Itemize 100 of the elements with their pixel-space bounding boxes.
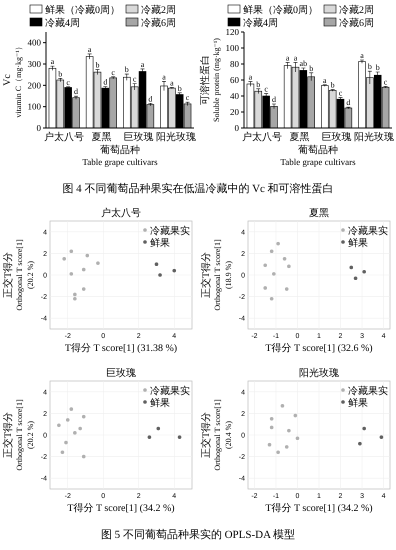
data-label: b bbox=[95, 60, 100, 70]
data-label: b bbox=[368, 62, 372, 72]
chart-title: 巨玫瑰 bbox=[106, 367, 136, 379]
y-axis-title: 正交T得分 Orthogonal T score[1] (20.2 %) bbox=[2, 399, 35, 471]
data-label: c bbox=[264, 84, 268, 94]
y-axis-title: 正交T得分 Orthogonal T score[1] (18.9 %) bbox=[200, 239, 233, 311]
point bbox=[380, 435, 384, 439]
point bbox=[82, 454, 86, 458]
y-axis-title: Vc vitamin C（mg·kg⁻¹） bbox=[2, 42, 23, 118]
data-label: d bbox=[148, 94, 152, 104]
point bbox=[362, 426, 366, 430]
point bbox=[66, 418, 70, 422]
data-label: d bbox=[74, 87, 78, 96]
point bbox=[60, 450, 64, 454]
point bbox=[70, 249, 74, 254]
point bbox=[178, 435, 182, 439]
y-tick-label: 40 bbox=[230, 91, 240, 101]
point bbox=[270, 249, 274, 254]
data-label: b bbox=[124, 65, 129, 74]
x-tick-label: 夏黑 bbox=[289, 132, 310, 143]
data-label: b bbox=[309, 64, 314, 73]
point bbox=[172, 268, 176, 272]
data-label: a bbox=[286, 53, 290, 62]
point bbox=[270, 296, 274, 301]
legend-label: 鲜果 bbox=[348, 397, 368, 409]
x-axis-title: T得分 T score[1] (34.2 %) bbox=[67, 502, 175, 514]
caption: 图 5 不同葡萄品种果实的 OPLS-DA 模型 bbox=[100, 528, 296, 541]
legend-label: 冷藏4周 bbox=[45, 17, 80, 29]
data-label: c bbox=[384, 77, 388, 86]
data-label: d bbox=[346, 98, 350, 108]
point bbox=[73, 296, 77, 301]
chart-title: 夏黑 bbox=[309, 208, 329, 219]
point bbox=[70, 407, 74, 411]
point bbox=[354, 276, 358, 280]
point bbox=[62, 257, 66, 261]
data-label: a bbox=[323, 76, 328, 85]
data-label: b bbox=[256, 80, 260, 89]
point bbox=[96, 261, 100, 265]
point bbox=[78, 426, 82, 430]
point bbox=[284, 445, 289, 449]
point bbox=[280, 404, 284, 408]
data-label: b bbox=[376, 63, 380, 72]
point bbox=[73, 292, 77, 296]
y-tick-label: 0 bbox=[36, 123, 42, 133]
x-tick-label: 户太八号 bbox=[44, 131, 84, 143]
point bbox=[64, 440, 68, 444]
point bbox=[148, 435, 152, 439]
point bbox=[73, 431, 77, 435]
point bbox=[85, 254, 90, 258]
point bbox=[270, 417, 274, 421]
legend-label: 鲜果 bbox=[150, 397, 170, 409]
data-label: c bbox=[338, 88, 343, 98]
point bbox=[358, 442, 362, 446]
data-label: a bbox=[360, 51, 364, 60]
point bbox=[362, 270, 366, 274]
point bbox=[82, 414, 86, 418]
legend-label: 鲜果（冷藏0周） bbox=[243, 4, 318, 16]
chart-title: 阳光玫瑰 bbox=[299, 367, 339, 379]
caption: 图 4 不同葡萄品种果实在低温冷藏中的 Vc 和可溶性蛋白 bbox=[62, 182, 334, 195]
x-axis-title: T得分 T score[1] (32.6 %) bbox=[265, 342, 373, 354]
point bbox=[263, 263, 268, 268]
x-tick-label: 户太八号 bbox=[242, 131, 282, 143]
legend-label: 冷藏2周 bbox=[141, 4, 176, 16]
legend-label: 冷藏果实 bbox=[150, 225, 190, 237]
point bbox=[282, 257, 286, 261]
data-label: a bbox=[50, 57, 55, 66]
point bbox=[272, 272, 276, 276]
point bbox=[276, 242, 280, 246]
x-tick-label: 巨玫瑰 bbox=[322, 131, 352, 143]
legend-label: 鲜果（冷藏0周） bbox=[45, 4, 120, 16]
data-label: ab bbox=[300, 59, 308, 68]
legend-label: 冷藏果实 bbox=[348, 225, 388, 237]
chart-title: 户太八号 bbox=[101, 207, 141, 219]
y-tick-label: 300 bbox=[28, 59, 42, 69]
data-label: a bbox=[162, 72, 166, 82]
point bbox=[270, 426, 274, 430]
data-label: a bbox=[88, 44, 92, 54]
point bbox=[263, 286, 268, 290]
data-label: c bbox=[66, 78, 70, 87]
data-label: d bbox=[103, 78, 108, 87]
y-tick-label: 0 bbox=[234, 123, 240, 133]
y-tick-label: 400 bbox=[28, 38, 42, 48]
point bbox=[57, 423, 61, 428]
point bbox=[82, 268, 86, 272]
legend-label: 冷藏果实 bbox=[348, 385, 388, 397]
point bbox=[284, 287, 289, 291]
x-axis-title: 葡萄品种 Table grape cultivars bbox=[82, 144, 158, 167]
point bbox=[287, 264, 291, 268]
y-tick-label: 200 bbox=[28, 80, 42, 90]
data-label: c bbox=[111, 68, 116, 77]
legend-label: 鲜果 bbox=[348, 237, 368, 249]
point bbox=[82, 287, 86, 291]
data-label: d bbox=[272, 95, 276, 104]
legend-label: 冷藏2周 bbox=[339, 4, 374, 16]
point bbox=[70, 272, 74, 276]
legend-label: 冷藏6周 bbox=[339, 17, 374, 29]
data-label: b bbox=[178, 84, 182, 93]
legend-label: 冷藏果实 bbox=[150, 385, 190, 397]
legend-label: 冷藏6周 bbox=[141, 17, 176, 29]
x-axis-title: T得分 T score[1] (31.38 %) bbox=[64, 342, 178, 354]
